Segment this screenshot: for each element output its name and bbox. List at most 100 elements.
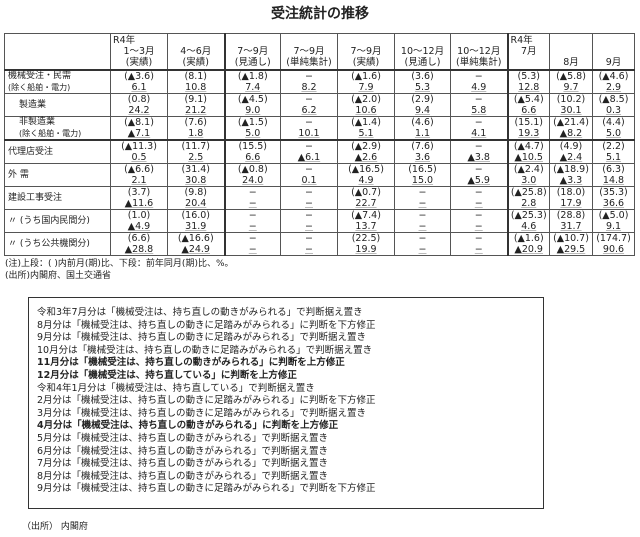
- data-cell: (4.6) 1.1: [394, 116, 451, 141]
- column-header: 8月: [549, 33, 593, 71]
- period: 7〜9月: [350, 46, 382, 57]
- yoy-change: ▲3.3: [559, 175, 583, 186]
- mom-change: (▲11.3): [121, 141, 157, 152]
- data-cell: (▲18.9) ▲3.3: [549, 163, 593, 187]
- yoy-change: 20.4: [185, 198, 207, 209]
- mom-change: (▲8.1): [124, 117, 154, 128]
- yoy-change: ▲4.9: [127, 221, 151, 232]
- data-cell: −0.1: [280, 163, 338, 187]
- mom-change: (4.4): [602, 117, 625, 128]
- yoy-change: −: [248, 244, 257, 255]
- yoy-change: 0.3: [605, 105, 622, 116]
- yoy-change: ▲10.5: [514, 152, 543, 163]
- data-cell: − −: [450, 209, 508, 233]
- assessment-line: 令和3年7月分は「機械受注は、持ち直しの動きがみられる」で判断据え置き: [37, 307, 363, 318]
- data-cell: (6.6) ▲28.8: [110, 232, 168, 256]
- row-label-main: 非製造業: [19, 117, 56, 127]
- column-header: 7〜9月 (単純集計): [280, 33, 338, 71]
- data-cell: −8.2: [280, 69, 338, 94]
- data-cell: (22.5) 19.9: [337, 232, 395, 256]
- data-cell: − −: [223, 209, 281, 233]
- row-label: 機械受注・民需 (除く船舶・電力): [4, 69, 111, 94]
- mom-change: −: [305, 71, 313, 82]
- mom-change: (3.6): [411, 71, 434, 82]
- assessment-line: 9月分は「機械受注は、持ち直しの動きに足踏みがみられる」で判断を下方修正: [37, 483, 376, 495]
- mom-change: −: [474, 210, 483, 221]
- yoy-change: −: [418, 221, 427, 232]
- yoy-change: 12.8: [518, 82, 540, 93]
- mom-change: (174.7): [596, 233, 631, 244]
- assessment-line: 4月分は「機械受注は、持ち直しの動きがみられる」に判断を上方修正: [37, 420, 339, 432]
- mom-change: (9.8): [184, 187, 208, 198]
- data-cell: (16.5) 15.0: [394, 163, 451, 187]
- mom-change: (3.7): [127, 187, 151, 198]
- data-cell: − −: [394, 232, 451, 256]
- data-cell: (▲4.7) ▲10.5: [506, 139, 550, 164]
- yoy-change: −: [305, 221, 313, 232]
- data-cell: (7.6) 3.6: [394, 139, 451, 164]
- assessment-line: 10月分は「機械受注は、持ち直しの動きに足踏みがみられる」で判断据え置き: [37, 344, 373, 356]
- data-cell: − ▲6.1: [280, 139, 338, 164]
- table-row: 建設工事受注 (3.7) ▲11.6 (9.8) 20.4− − − − (▲0.7) 22.7−…: [4, 186, 635, 210]
- yoy-change: 5.1: [605, 152, 622, 163]
- data-cell: − −: [280, 232, 338, 256]
- data-cell: (▲21.4) ▲8.2: [549, 116, 593, 141]
- period: 7〜9月: [237, 46, 269, 57]
- data-cell: − −: [280, 186, 338, 210]
- mom-change: (▲4.6): [598, 71, 629, 82]
- yoy-change: 21.2: [185, 105, 207, 116]
- table-row: 代理店受注 (▲11.3) 0.5 (11.7) 2.5 (15.5) 6.6− ▲6.1 (▲…: [4, 139, 635, 164]
- mom-change: (▲25.3): [510, 210, 547, 221]
- data-cell: (18.0) 17.9: [549, 186, 593, 210]
- mom-change: (▲5.8): [556, 71, 586, 82]
- period: 7月: [520, 45, 537, 57]
- data-cell: (35.3) 36.6: [592, 186, 635, 210]
- yoy-change: 30.1: [560, 105, 582, 116]
- yoy-change: 10.8: [185, 82, 207, 93]
- data-cell: − −: [223, 232, 281, 256]
- mom-change: −: [305, 210, 313, 221]
- data-cell: (2.2) 5.1: [592, 139, 635, 164]
- data-cell: (▲3.6) 6.1: [110, 69, 168, 94]
- mom-change: (▲4.7): [513, 141, 544, 152]
- data-cell: (▲11.3) 0.5: [110, 139, 168, 164]
- assessment-history-box: 令和3年7月分は「機械受注は、持ち直しの動きがみられる」で判断据え置き 8月分は「…: [28, 297, 544, 509]
- mom-change: (▲2.4): [513, 164, 544, 175]
- yoy-change: −: [305, 198, 313, 209]
- yoy-change: −: [474, 244, 483, 255]
- mom-change: −: [248, 233, 257, 244]
- row-label-main: 代理店受注: [8, 146, 54, 157]
- table-row: 〃 (うち公共機関分) (6.6) ▲28.8 (▲16.6) ▲24.9− − − − (22…: [4, 232, 635, 256]
- column-header: 10〜12月 (見通し): [394, 33, 451, 71]
- yoy-change: 19.3: [518, 128, 540, 139]
- yoy-change: 3.6: [414, 152, 431, 163]
- data-cell: (3.6) 5.3: [394, 69, 451, 94]
- data-cell: (15.1) 19.3: [506, 116, 550, 141]
- period-type: (実績): [182, 57, 209, 68]
- data-cell: (31.4) 30.8: [167, 163, 225, 187]
- yoy-change: 7.9: [358, 82, 374, 93]
- data-cell: − −: [280, 209, 338, 233]
- assessment-line: 12月分は「機械受注は、持ち直している」に判断を上方修正: [37, 370, 297, 381]
- mom-change: −: [474, 117, 483, 128]
- mom-change: (9.1): [184, 94, 208, 105]
- data-cell: (▲25.8) 2.8: [506, 186, 550, 210]
- data-cell: −4.9: [450, 69, 508, 94]
- mom-change: −: [305, 117, 313, 128]
- data-cell: −10.1: [280, 116, 338, 141]
- data-cell: (6.3) 14.8: [592, 163, 635, 187]
- mom-change: (▲0.8): [237, 164, 268, 175]
- yoy-change: ▲20.9: [514, 244, 543, 255]
- mom-change: (8.1): [184, 71, 208, 82]
- mom-change: (▲1.6): [513, 233, 544, 244]
- mom-change: (0.8): [127, 94, 151, 105]
- mom-change: (▲18.9): [553, 164, 589, 175]
- header-row: R4年 1〜3月 (実績) 4〜6月 (実績) 7〜9月 (見通し) 7〜9月 (単純集計) 7〜…: [4, 33, 635, 71]
- yoy-change: 22.7: [355, 198, 377, 209]
- mom-change: (▲2.0): [351, 94, 381, 105]
- yoy-change: ▲2.4: [559, 152, 583, 163]
- mom-change: (▲5.0): [598, 210, 629, 221]
- mom-change: (▲7.4): [351, 210, 381, 221]
- mom-change: −: [474, 141, 483, 152]
- table-source: (出所)内閣府、国土交通省: [5, 271, 112, 281]
